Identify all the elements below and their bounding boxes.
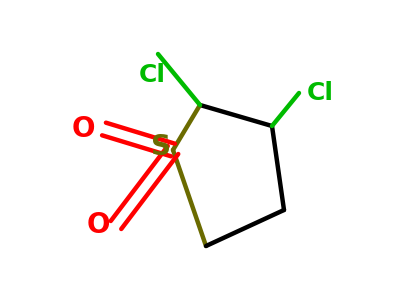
- Text: O: O: [86, 211, 110, 239]
- Text: Cl: Cl: [138, 63, 166, 87]
- Text: S: S: [151, 133, 171, 161]
- Text: Cl: Cl: [306, 81, 334, 105]
- Text: O: O: [71, 115, 95, 143]
